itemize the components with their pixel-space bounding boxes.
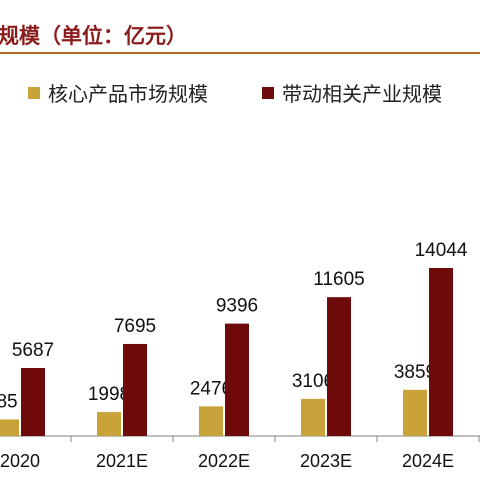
bar-core (301, 398, 325, 436)
bar-related (123, 343, 147, 436)
data-label: 3106 (292, 371, 334, 392)
bar-core (403, 389, 427, 436)
data-label: 9396 (216, 296, 258, 317)
legend-item-core: 核心产品市场规模 (28, 78, 208, 107)
bar-related (327, 297, 351, 436)
bar-core (199, 406, 223, 436)
bar-related (429, 268, 453, 436)
bar-core (97, 412, 121, 436)
bar-core (0, 419, 19, 436)
data-label: 7695 (114, 316, 156, 337)
legend-label-core: 核心产品市场规模 (48, 82, 208, 106)
title-underline (0, 52, 480, 54)
legend-swatch-related (262, 86, 274, 99)
data-label: 3859 (394, 362, 436, 383)
x-tick-label: 2024E (402, 451, 454, 471)
x-tick-label: 2020 (0, 451, 40, 471)
bar-related (21, 367, 45, 436)
legend-swatch-core (28, 86, 40, 99)
x-tick-label: 2023E (300, 451, 352, 471)
legend-label-related: 带动相关产业规模 (282, 82, 442, 106)
chart-title-bar: 规模（单位：亿元） (0, 0, 480, 56)
data-label: 2476 (190, 378, 232, 399)
data-label: 11605 (313, 269, 364, 290)
bar-related (225, 323, 249, 436)
data-label: 5687 (12, 340, 54, 361)
chart-title: 规模（单位：亿元） (0, 24, 187, 48)
data-label: 85 (0, 391, 18, 412)
legend-item-related: 带动相关产业规模 (262, 78, 442, 107)
data-label: 1998 (88, 384, 130, 405)
x-tick-label: 2022E (198, 451, 250, 471)
data-label: 14044 (415, 240, 468, 261)
chart-legend: 核心产品市场规模 带动相关产业规模 (0, 78, 480, 107)
x-tick-label: 2021E (96, 451, 148, 471)
